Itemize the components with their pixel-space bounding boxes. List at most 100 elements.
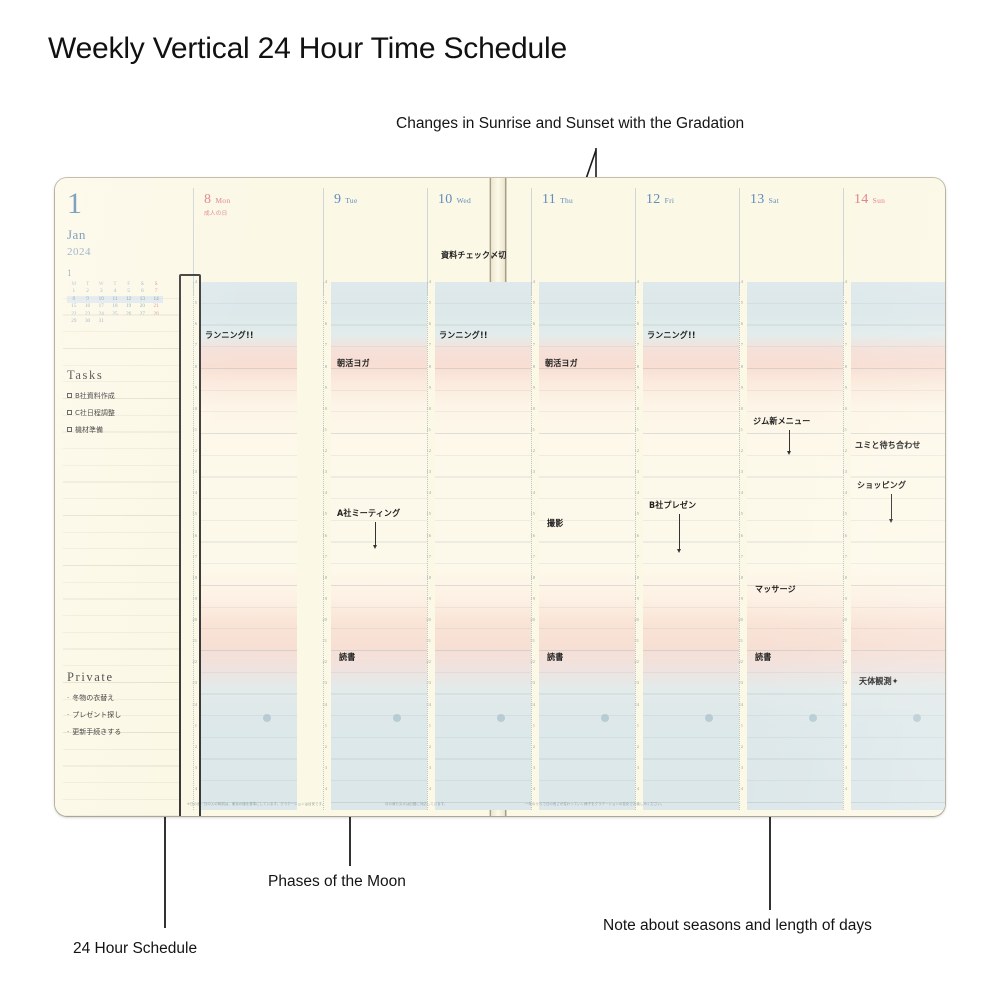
hour-tick: 21 [322, 638, 327, 644]
hour-tick: 22 [322, 659, 327, 665]
hour-tick: 8 [194, 363, 197, 369]
hour-tick: 8 [844, 363, 847, 369]
schedule-entry[interactable]: ジム新メニュー [753, 416, 811, 427]
day-divider-dotted [427, 282, 428, 810]
day-divider-dotted [635, 282, 636, 810]
day-column-11[interactable]: 11 Thu 朝活ヨガ撮影読書 [539, 178, 635, 816]
private-item[interactable]: · 冬物の衣替え [67, 689, 175, 706]
hour-tick: 1 [194, 722, 197, 728]
hour-tick: 4 [740, 279, 743, 284]
schedule-entry[interactable]: 読書 [547, 652, 564, 663]
checkbox-icon[interactable] [67, 393, 72, 398]
tasks-list[interactable]: B社資料作成 C社日程調整 機材準備 [67, 387, 175, 438]
hour-tick: 19 [530, 595, 535, 601]
schedule-entry[interactable]: ランニング!! [647, 330, 696, 341]
bullet-icon: · [67, 727, 70, 736]
checkbox-icon[interactable] [67, 427, 72, 432]
schedule-entry[interactable]: ランニング!! [439, 330, 488, 341]
day-header: 11 Thu [542, 190, 573, 208]
sunrise-sunset-gradation [851, 282, 945, 810]
hour-tick: 1 [844, 722, 847, 728]
hour-ruler-fri: 4 5 6 7 8 9 10 11 12 13 14 15 16 17 18 19 20 21 22 23 24 1 2 3 4 [625, 279, 641, 810]
day-divider [843, 188, 844, 296]
hour-tick: 21 [842, 638, 847, 644]
task-item[interactable]: 機材準備 [67, 421, 175, 438]
day-column-8[interactable]: 8 Mon 成人の日 ランニング!! [201, 178, 297, 816]
day-column-13[interactable]: 13 Sat ジム新メニュー マッサージ 読書 [747, 178, 843, 816]
hour-tick: 4 [636, 786, 639, 791]
schedule-entry[interactable]: ショッピング [857, 480, 907, 491]
hour-tick: 3 [532, 764, 535, 770]
hour-tick: 19 [192, 595, 197, 601]
hour-tick: 16 [842, 532, 847, 538]
task-item[interactable]: C社日程調整 [67, 404, 175, 421]
sunrise-sunset-gradation [643, 282, 739, 810]
hour-tick: 6 [740, 321, 743, 327]
right-page-inner: 4 5 6 7 8 9 10 11 12 13 14 15 16 17 18 19 20 21 22 23 24 1 2 3 4… [507, 178, 945, 816]
hour-ruler-sun: 4 5 6 7 8 9 10 11 12 13 14 15 16 17 18 19 20 21 22 23 24 1 2 3 4 [833, 279, 849, 810]
entry-arrow-icon [889, 494, 893, 523]
checkbox-icon[interactable] [67, 410, 72, 415]
day-divider [323, 188, 324, 296]
hour-tick: 15 [842, 511, 847, 517]
day-divider-dotted [531, 282, 532, 810]
hour-tick: 20 [192, 617, 197, 622]
day-header: 9 Tue [334, 190, 358, 208]
day-holiday-label: 成人の日 [204, 211, 228, 217]
schedule-entry[interactable]: 朝活ヨガ [545, 358, 578, 369]
hour-tick: 2 [636, 743, 639, 749]
private-list[interactable]: · 冬物の衣替え · プレゼント探し · 更新手続きする [67, 689, 175, 740]
hour-tick: 20 [322, 617, 327, 622]
day-divider [193, 188, 194, 296]
hour-tick: 6 [532, 321, 535, 327]
mini-calendar-month-label: 1 [67, 267, 72, 278]
schedule-entry[interactable]: ランニング!! [205, 330, 254, 341]
day-column-12[interactable]: 12 Fri ランニング!! B社プレゼン [643, 178, 739, 816]
schedule-entry[interactable]: 天体観測✦ [859, 676, 899, 687]
hour-tick: 6 [428, 321, 431, 327]
hour-tick: 2 [532, 743, 535, 749]
hour-tick: 4 [194, 279, 197, 284]
hour-tick: 22 [426, 659, 431, 665]
schedule-entry[interactable]: 撮影 [547, 518, 564, 529]
hour-tick: 4 [428, 786, 431, 791]
task-item[interactable]: B社資料作成 [67, 387, 175, 404]
hour-tick: 16 [738, 532, 743, 538]
schedule-entry[interactable]: マッサージ [755, 584, 796, 595]
hour-tick: 1 [532, 722, 535, 728]
hour-tick: 11 [738, 426, 743, 432]
day-divider [635, 188, 636, 296]
schedule-entry[interactable]: 読書 [339, 652, 356, 663]
hour-tick: 14 [426, 490, 431, 496]
schedule-entry[interactable]: 読書 [755, 652, 772, 663]
day-column-9[interactable]: 9 Tue 朝活ヨガ A社ミーティング 読書 [331, 178, 427, 816]
schedule-entry[interactable]: 資料チェック〆切 [441, 250, 507, 261]
hour-tick: 4 [532, 279, 535, 284]
hour-tick: 4 [324, 279, 327, 284]
hour-tick: 11 [530, 426, 535, 432]
schedule-entry[interactable]: 朝活ヨガ [337, 358, 370, 369]
private-item[interactable]: · プレゼント探し [67, 706, 175, 723]
hour-tick: 4 [636, 279, 639, 284]
hour-tick: 5 [740, 300, 743, 306]
hour-tick: 8 [532, 363, 535, 369]
entry-arrow-icon [677, 514, 681, 553]
schedule-entry[interactable]: B社プレゼン [649, 500, 697, 511]
private-item[interactable]: · 更新手続きする [67, 723, 175, 740]
hour-tick: 24 [530, 701, 535, 707]
schedule-entry[interactable]: ユミと待ち合わせ [855, 440, 921, 451]
hour-tick: 14 [634, 490, 639, 496]
schedule-entry[interactable]: A社ミーティング [337, 508, 401, 519]
day-divider [739, 188, 740, 296]
hour-tick: 2 [740, 743, 743, 749]
sunrise-sunset-gradation [201, 282, 297, 810]
day-column-14[interactable]: 14 Sun ユミと待ち合わせ ショッピング 天体観測✦ [851, 178, 945, 816]
hour-tick: 21 [530, 638, 535, 644]
day-weekday: Wed [456, 196, 472, 205]
hour-tick: 12 [530, 448, 535, 453]
hour-tick: 15 [426, 511, 431, 517]
day-header: 12 Fri [646, 190, 674, 208]
tasks-block: Tasks B社資料作成 C社日程調整 機材準備 [67, 368, 175, 438]
hour-ruler-24: 4 5 6 7 8 9 10 11 12 13 14 15 16 17 18 19 20 21 22 23 24 1 2 3 4 [183, 279, 199, 810]
private-heading: Private [67, 670, 114, 684]
